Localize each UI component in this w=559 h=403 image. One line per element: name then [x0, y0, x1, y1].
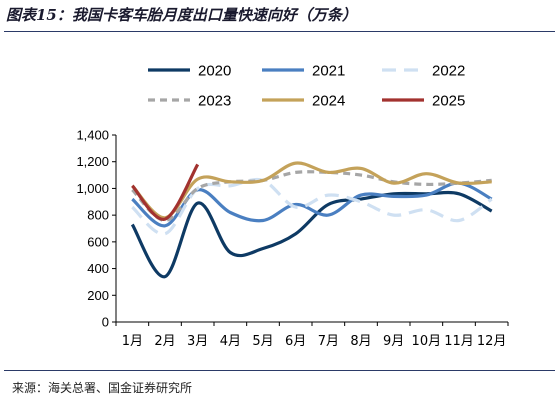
y-tick-label: 200	[87, 288, 109, 303]
x-tick-label: 11月	[444, 334, 474, 349]
chart-series-lines	[130, 161, 493, 279]
y-tick-label: 400	[87, 261, 109, 276]
series-line-2023	[131, 170, 492, 223]
y-tick-label: 800	[87, 208, 109, 223]
title-rule	[4, 31, 555, 32]
x-tick-label: 3月	[187, 334, 208, 349]
series-line-2024	[131, 161, 492, 220]
x-tick-label: 9月	[383, 334, 404, 349]
source-rule	[4, 370, 555, 371]
x-tick-label: 5月	[252, 334, 273, 349]
x-tick-label: 7月	[318, 334, 339, 349]
legend-label-2023: 2023	[198, 93, 231, 110]
x-tick-label: 10月	[412, 334, 442, 349]
series-line-2025	[131, 163, 200, 221]
x-tick-label: 6月	[285, 334, 306, 349]
legend-label-2025: 2025	[432, 93, 465, 110]
y-tick-label: 0	[102, 315, 109, 330]
x-tick-label: 8月	[350, 334, 371, 349]
source-note: 来源：海关总署、国金证券研究所	[12, 381, 193, 395]
x-tick-label: 12月	[477, 334, 507, 349]
y-tick-label: 600	[87, 234, 109, 249]
chart-legend: 2020 2021 2022 2023 2024 2025	[148, 63, 465, 110]
legend-label-2024: 2024	[312, 93, 345, 110]
chart-axes: 0 200 400 600 800 1,000 1,200 1,400 1月 2月 3月 4月 5月 6月…	[76, 128, 509, 349]
legend-label-2022: 2022	[432, 63, 465, 80]
legend-label-2020: 2020	[198, 63, 231, 80]
figure-title: 图表15：我国卡客车胎月度出口量快速向好（万条）	[6, 6, 357, 24]
y-tick-label: 1,000	[76, 181, 109, 196]
legend-label-2021: 2021	[312, 63, 345, 80]
y-tick-label: 1,200	[76, 154, 109, 169]
x-tick-label: 4月	[220, 334, 241, 349]
line-chart: 2020 2021 2022 2023 2024 2025 0 200 400 600 800 1,…	[76, 63, 509, 349]
y-tick-label: 1,400	[76, 128, 109, 143]
x-tick-label: 1月	[122, 334, 143, 349]
x-tick-label: 2月	[154, 334, 175, 349]
